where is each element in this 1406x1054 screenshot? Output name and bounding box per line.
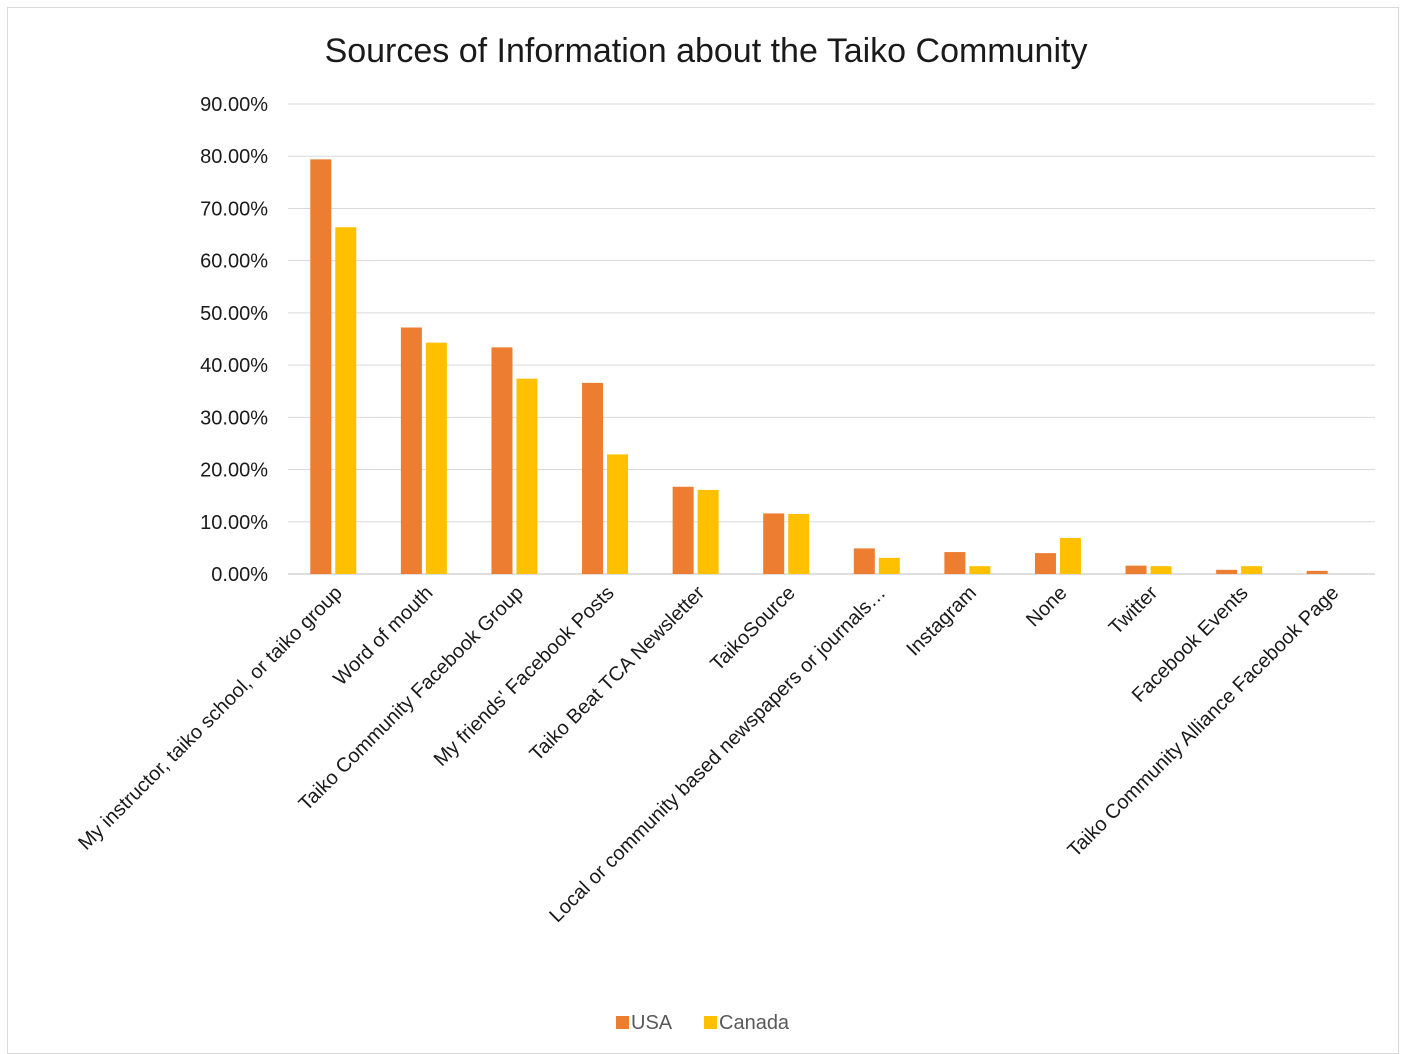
bar-canada-2 <box>516 378 538 574</box>
bar-canada-3 <box>607 454 629 574</box>
bar-usa-10 <box>1216 569 1238 574</box>
x-tick-label: My instructor, taiko school, or taiko gr… <box>74 582 347 855</box>
bar-usa-0 <box>310 159 332 574</box>
y-tick-label: 70.00% <box>200 198 268 220</box>
x-axis: My instructor, taiko school, or taiko gr… <box>74 582 1343 927</box>
gridlines <box>288 103 1375 575</box>
bar-usa-2 <box>491 347 513 574</box>
legend: USA Canada <box>616 1012 790 1034</box>
bar-canada-9 <box>1150 566 1172 574</box>
y-axis: 0.00% 10.00% 20.00% 30.00% 40.00% 50.00% 60.00… <box>200 94 268 586</box>
bar-usa-8 <box>1034 553 1056 574</box>
y-tick-label: 80.00% <box>200 146 268 168</box>
x-tick-label: Twitter <box>1105 582 1162 639</box>
bar-usa-11 <box>1306 570 1328 574</box>
bar-usa-1 <box>400 327 422 574</box>
x-tick-label: My friends' Facebook Posts <box>430 582 619 771</box>
y-tick-label: 0.00% <box>211 564 268 586</box>
bar-canada-10 <box>1241 566 1263 574</box>
y-tick-label: 90.00% <box>200 94 268 116</box>
x-tick-label: Local or community based newspapers or j… <box>545 582 890 927</box>
bar-canada-1 <box>425 342 447 574</box>
bar-usa-7 <box>944 552 966 574</box>
x-tick-label: None <box>1022 582 1071 631</box>
y-tick-label: 50.00% <box>200 303 268 325</box>
legend-swatch-usa <box>616 1016 629 1029</box>
legend-swatch-canada <box>704 1016 717 1029</box>
bars <box>310 159 1328 574</box>
x-tick-label: TaikoSource <box>706 582 799 675</box>
x-tick-label: Taiko Beat TCA Newsletter <box>526 582 710 766</box>
bar-usa-4 <box>672 486 694 574</box>
y-tick-label: 10.00% <box>200 512 268 534</box>
legend-label-canada: Canada <box>719 1012 790 1034</box>
bar-canada-7 <box>969 566 991 574</box>
bar-usa-3 <box>582 382 604 574</box>
bar-usa-9 <box>1125 565 1147 574</box>
bar-canada-8 <box>1059 537 1081 574</box>
y-tick-label: 20.00% <box>200 460 268 482</box>
y-tick-label: 60.00% <box>200 251 268 273</box>
bar-canada-0 <box>335 227 357 574</box>
legend-label-usa: USA <box>631 1012 673 1034</box>
x-tick-label: Instagram <box>902 582 980 660</box>
bar-canada-4 <box>697 489 719 574</box>
chart-title: Sources of Information about the Taiko C… <box>325 32 1088 70</box>
y-tick-label: 40.00% <box>200 355 268 377</box>
bar-usa-5 <box>763 513 785 574</box>
bar-canada-5 <box>788 513 810 574</box>
y-tick-label: 30.00% <box>200 407 268 429</box>
bar-usa-6 <box>853 548 875 574</box>
bar-canada-6 <box>878 557 900 574</box>
